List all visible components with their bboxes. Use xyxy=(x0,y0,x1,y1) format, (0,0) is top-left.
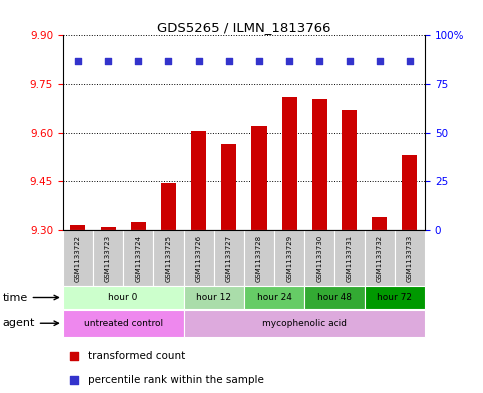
Text: hour 12: hour 12 xyxy=(196,293,231,302)
Bar xyxy=(213,230,244,286)
Bar xyxy=(154,230,184,286)
Point xyxy=(376,57,384,64)
Bar xyxy=(312,99,327,230)
Text: GSM1133730: GSM1133730 xyxy=(316,235,322,282)
Text: GSM1133729: GSM1133729 xyxy=(286,235,292,282)
Point xyxy=(104,57,112,64)
Bar xyxy=(184,310,425,336)
Text: GSM1133731: GSM1133731 xyxy=(347,235,353,282)
Text: GSM1133724: GSM1133724 xyxy=(135,235,141,282)
Text: hour 72: hour 72 xyxy=(377,293,412,302)
Bar xyxy=(244,286,304,309)
Point xyxy=(74,57,82,64)
Bar xyxy=(123,230,154,286)
Point xyxy=(255,57,263,64)
Bar xyxy=(191,131,206,230)
Point xyxy=(195,57,202,64)
Bar xyxy=(304,230,334,286)
Bar xyxy=(131,222,146,230)
Text: agent: agent xyxy=(2,318,58,328)
Point xyxy=(315,57,323,64)
Bar xyxy=(334,230,365,286)
Title: GDS5265 / ILMN_1813766: GDS5265 / ILMN_1813766 xyxy=(157,21,331,34)
Bar xyxy=(274,230,304,286)
Bar xyxy=(252,126,267,230)
Bar xyxy=(342,110,357,230)
Text: GSM1133728: GSM1133728 xyxy=(256,235,262,282)
Point xyxy=(285,57,293,64)
Bar xyxy=(304,286,365,309)
Point xyxy=(134,57,142,64)
Text: hour 0: hour 0 xyxy=(109,293,138,302)
Point xyxy=(346,57,354,64)
Point xyxy=(70,353,77,359)
Bar xyxy=(93,230,123,286)
Text: GSM1133725: GSM1133725 xyxy=(166,235,171,282)
Bar xyxy=(184,230,213,286)
Text: GSM1133726: GSM1133726 xyxy=(196,235,201,282)
Bar xyxy=(161,183,176,230)
Text: transformed count: transformed count xyxy=(88,351,185,361)
Bar xyxy=(365,230,395,286)
Text: hour 48: hour 48 xyxy=(317,293,352,302)
Bar xyxy=(63,230,93,286)
Bar xyxy=(63,310,184,336)
Text: GSM1133722: GSM1133722 xyxy=(75,235,81,282)
Text: GSM1133733: GSM1133733 xyxy=(407,235,413,282)
Bar xyxy=(395,230,425,286)
Text: untreated control: untreated control xyxy=(84,319,163,328)
Bar xyxy=(184,286,244,309)
Text: GSM1133723: GSM1133723 xyxy=(105,235,111,282)
Bar xyxy=(63,286,184,309)
Point xyxy=(70,377,77,384)
Bar xyxy=(402,155,417,230)
Bar xyxy=(71,225,85,230)
Text: time: time xyxy=(2,292,58,303)
Text: mycophenolic acid: mycophenolic acid xyxy=(262,319,347,328)
Text: hour 24: hour 24 xyxy=(256,293,292,302)
Point xyxy=(165,57,172,64)
Text: GSM1133727: GSM1133727 xyxy=(226,235,232,282)
Text: percentile rank within the sample: percentile rank within the sample xyxy=(88,375,264,385)
Point xyxy=(406,57,414,64)
Bar xyxy=(244,230,274,286)
Bar xyxy=(282,97,297,230)
Bar xyxy=(365,286,425,309)
Point xyxy=(225,57,233,64)
Bar xyxy=(372,217,387,230)
Bar xyxy=(221,144,236,230)
Text: GSM1133732: GSM1133732 xyxy=(377,235,383,282)
Bar xyxy=(100,227,115,230)
